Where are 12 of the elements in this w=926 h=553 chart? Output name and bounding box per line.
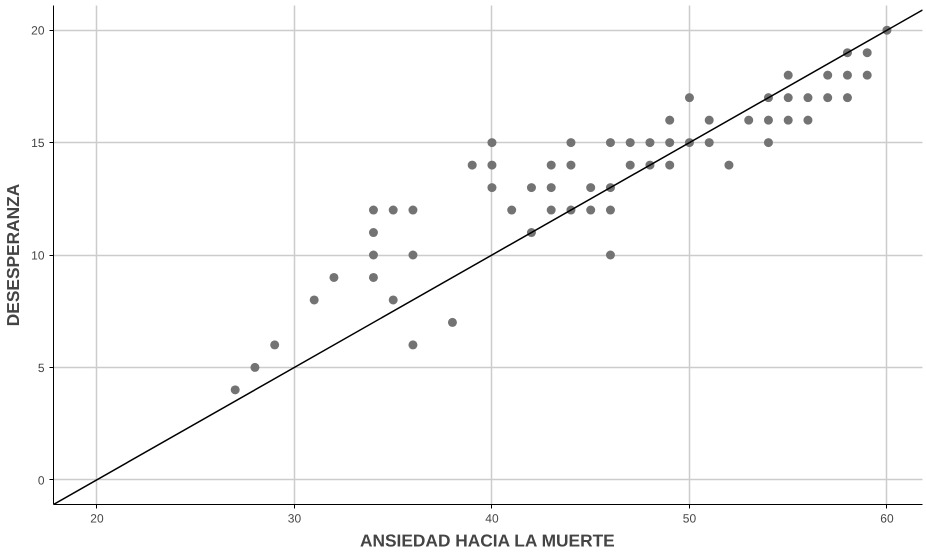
x-axis-title: ANSIEDAD HACIA LA MUERTE xyxy=(360,530,615,550)
y-axis-title: DESESPERANZA xyxy=(3,183,24,326)
x-tick-label: 40 xyxy=(485,512,499,526)
x-tick-label: 50 xyxy=(682,512,696,526)
y-tick-label: 10 xyxy=(31,248,45,262)
x-tick-label: 20 xyxy=(90,512,104,526)
y-tick-label: 20 xyxy=(31,24,45,38)
x-tick-label: 30 xyxy=(288,512,302,526)
y-tick-label: 5 xyxy=(38,360,45,375)
x-tick-label: 60 xyxy=(880,512,894,526)
y-tick-label: 0 xyxy=(38,473,45,488)
y-tick-label: 15 xyxy=(31,136,45,150)
